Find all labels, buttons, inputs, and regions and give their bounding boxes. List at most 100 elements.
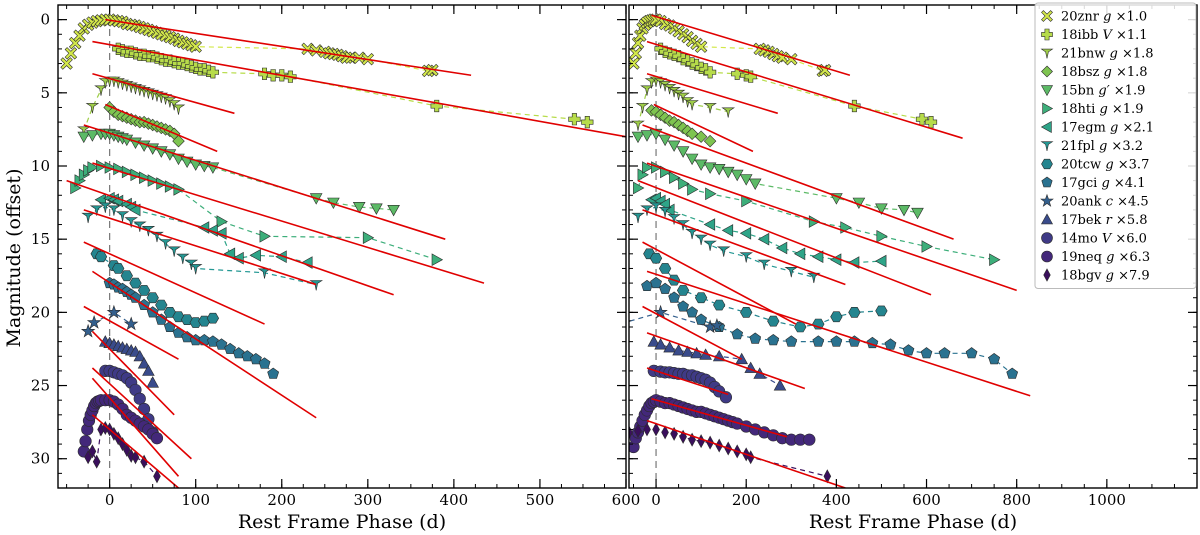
18bgv-left-point-9 xyxy=(140,454,148,469)
19neq-left-fit-line xyxy=(91,377,180,477)
20ank-right-point-0 xyxy=(609,325,622,337)
18ibb-left-point-29 xyxy=(581,116,594,129)
18ibb-left-point-22 xyxy=(206,66,219,79)
20ank-right-point-4 xyxy=(709,317,725,332)
21fpl-right-point-11 xyxy=(757,259,771,270)
20ank-left-point-2 xyxy=(106,304,122,319)
17gci-left-fit-line xyxy=(91,270,317,419)
21fpl-right-point-12 xyxy=(784,266,799,278)
17gci-right-point-3 xyxy=(668,291,680,303)
21fpl-left-point-1 xyxy=(89,205,104,216)
right-xtick-label: 400 xyxy=(822,491,851,509)
15bn-right-point-6 xyxy=(685,153,699,166)
21fpl-left-point-3 xyxy=(107,205,121,216)
17egm-right-point-6 xyxy=(721,224,734,237)
legend-marker-20ank xyxy=(1040,193,1054,207)
20znr-right-point-20 xyxy=(694,40,708,53)
17bek-right-point-3 xyxy=(672,343,685,356)
17bek-right-point-5 xyxy=(690,346,703,359)
18bsz-left-point-16 xyxy=(172,134,185,148)
right-plot-area xyxy=(608,5,1031,488)
20tcw-right-point-5 xyxy=(694,292,708,304)
17gci-right-point-6 xyxy=(695,313,707,325)
15bn-left-fit-line xyxy=(83,124,446,240)
21bnw-left-point-1 xyxy=(85,103,100,114)
ytick-label: 5 xyxy=(40,84,50,102)
right-xtick-label: 200 xyxy=(732,491,761,509)
legend-label-21bnw: 21bnw g ×1.8 xyxy=(1061,47,1154,62)
legend-marker-20znr xyxy=(1041,10,1053,22)
legend-marker-17gci xyxy=(1041,176,1053,188)
18hti-right-point-3 xyxy=(651,161,663,174)
21fpl-left-point-14 xyxy=(257,268,272,279)
21fpl-right-point-2 xyxy=(649,202,663,213)
20ank-left-fit-line xyxy=(83,305,179,360)
right-xtick-label: 1000 xyxy=(1088,491,1126,509)
17gci-left-point-19 xyxy=(241,350,254,362)
20tcw-left-point-7 xyxy=(146,292,159,304)
ytick-label: 20 xyxy=(31,303,50,321)
legend-marker-21bnw xyxy=(1040,48,1054,59)
17gci-right-point-1 xyxy=(650,276,662,289)
21fpl-right-connector xyxy=(637,206,814,278)
ytick-label: 15 xyxy=(31,230,50,248)
right-panel: 0 200 400 600 800 1000 xyxy=(608,4,1198,509)
15bn-right-point-14 xyxy=(830,193,843,205)
15bn-left-point-1 xyxy=(86,130,99,142)
18bsz-right-fit-line xyxy=(653,103,754,153)
legend-label-18ibb: 18ibb V ×1.1 xyxy=(1061,28,1148,43)
15bn-right-point-4 xyxy=(667,140,681,152)
17egm-right-point-8 xyxy=(757,232,770,246)
17gci-right-point-2 xyxy=(659,282,671,294)
18bgv-right-point-0 xyxy=(608,448,615,461)
18bgv-right-point-1 xyxy=(617,430,624,443)
legend-marker-17bek xyxy=(1040,213,1054,225)
21bnw-left-fit-line xyxy=(92,73,235,115)
18hti-right-point-6 xyxy=(678,177,690,190)
15bn-right-point-3 xyxy=(658,134,672,147)
20ank-left-point-0 xyxy=(80,323,96,338)
19neq-left-point-23 xyxy=(150,432,164,445)
20tcw-right-point-8 xyxy=(767,315,780,327)
ytick-label: 30 xyxy=(31,450,50,468)
20znr-right-fit-line xyxy=(651,14,851,77)
17egm-right-point-10 xyxy=(793,247,806,261)
15bn-right-point-17 xyxy=(897,205,911,217)
17egm-right-fit-line xyxy=(637,179,932,296)
17bek-right-point-1 xyxy=(654,338,667,350)
17gci-left-point-17 xyxy=(224,342,236,354)
17gci-left-point-6 xyxy=(129,291,142,303)
18bsz-right-point-10 xyxy=(694,130,708,143)
legend-label-17egm: 17egm g ×2.1 xyxy=(1061,121,1154,136)
20ank-right-fit-line xyxy=(642,305,743,360)
21bnw-left-point-13 xyxy=(141,88,156,99)
15bn-left-point-23 xyxy=(387,205,400,217)
15bn-right-point-13 xyxy=(748,178,762,191)
ytick-label: 25 xyxy=(31,377,50,395)
18hti-left-point-18 xyxy=(431,253,444,267)
21bnw-right-point-12 xyxy=(685,100,699,111)
18hti-right-point-13 xyxy=(921,240,933,253)
legend-label-17bek: 17bek r ×5.8 xyxy=(1061,213,1148,228)
legend-label-18hti: 18hti g ×1.9 xyxy=(1061,102,1143,117)
15bn-right-point-1 xyxy=(640,130,654,142)
legend-label-20znr: 20znr g ×1.0 xyxy=(1061,10,1147,25)
20tcw-left-fit-line xyxy=(83,241,265,325)
21bnw-right-point-8 xyxy=(667,87,681,98)
legend-marker-17egm xyxy=(1040,120,1052,134)
17egm-right-point-11 xyxy=(811,250,824,264)
legend-label-20ank: 20ank c ×4.5 xyxy=(1061,195,1149,210)
21bnw-right-point-0 xyxy=(631,120,645,131)
17gci-right-point-11 xyxy=(785,335,798,347)
legend-marker-21fpl xyxy=(1040,141,1054,152)
20znr-left-point-1 xyxy=(64,47,78,60)
21bnw-left-point-15 xyxy=(150,91,164,102)
21bnw-left-point-7 xyxy=(115,79,130,90)
17egm-right-point-5 xyxy=(703,218,716,231)
15bn-right-point-0 xyxy=(631,131,645,144)
15bn-right-point-16 xyxy=(875,203,888,215)
15bn-left-point-22 xyxy=(370,203,383,215)
18hti-left-point-16 xyxy=(259,229,271,243)
legend-marker-18bgv xyxy=(1043,268,1051,282)
18hti-left-point-17 xyxy=(362,231,375,245)
